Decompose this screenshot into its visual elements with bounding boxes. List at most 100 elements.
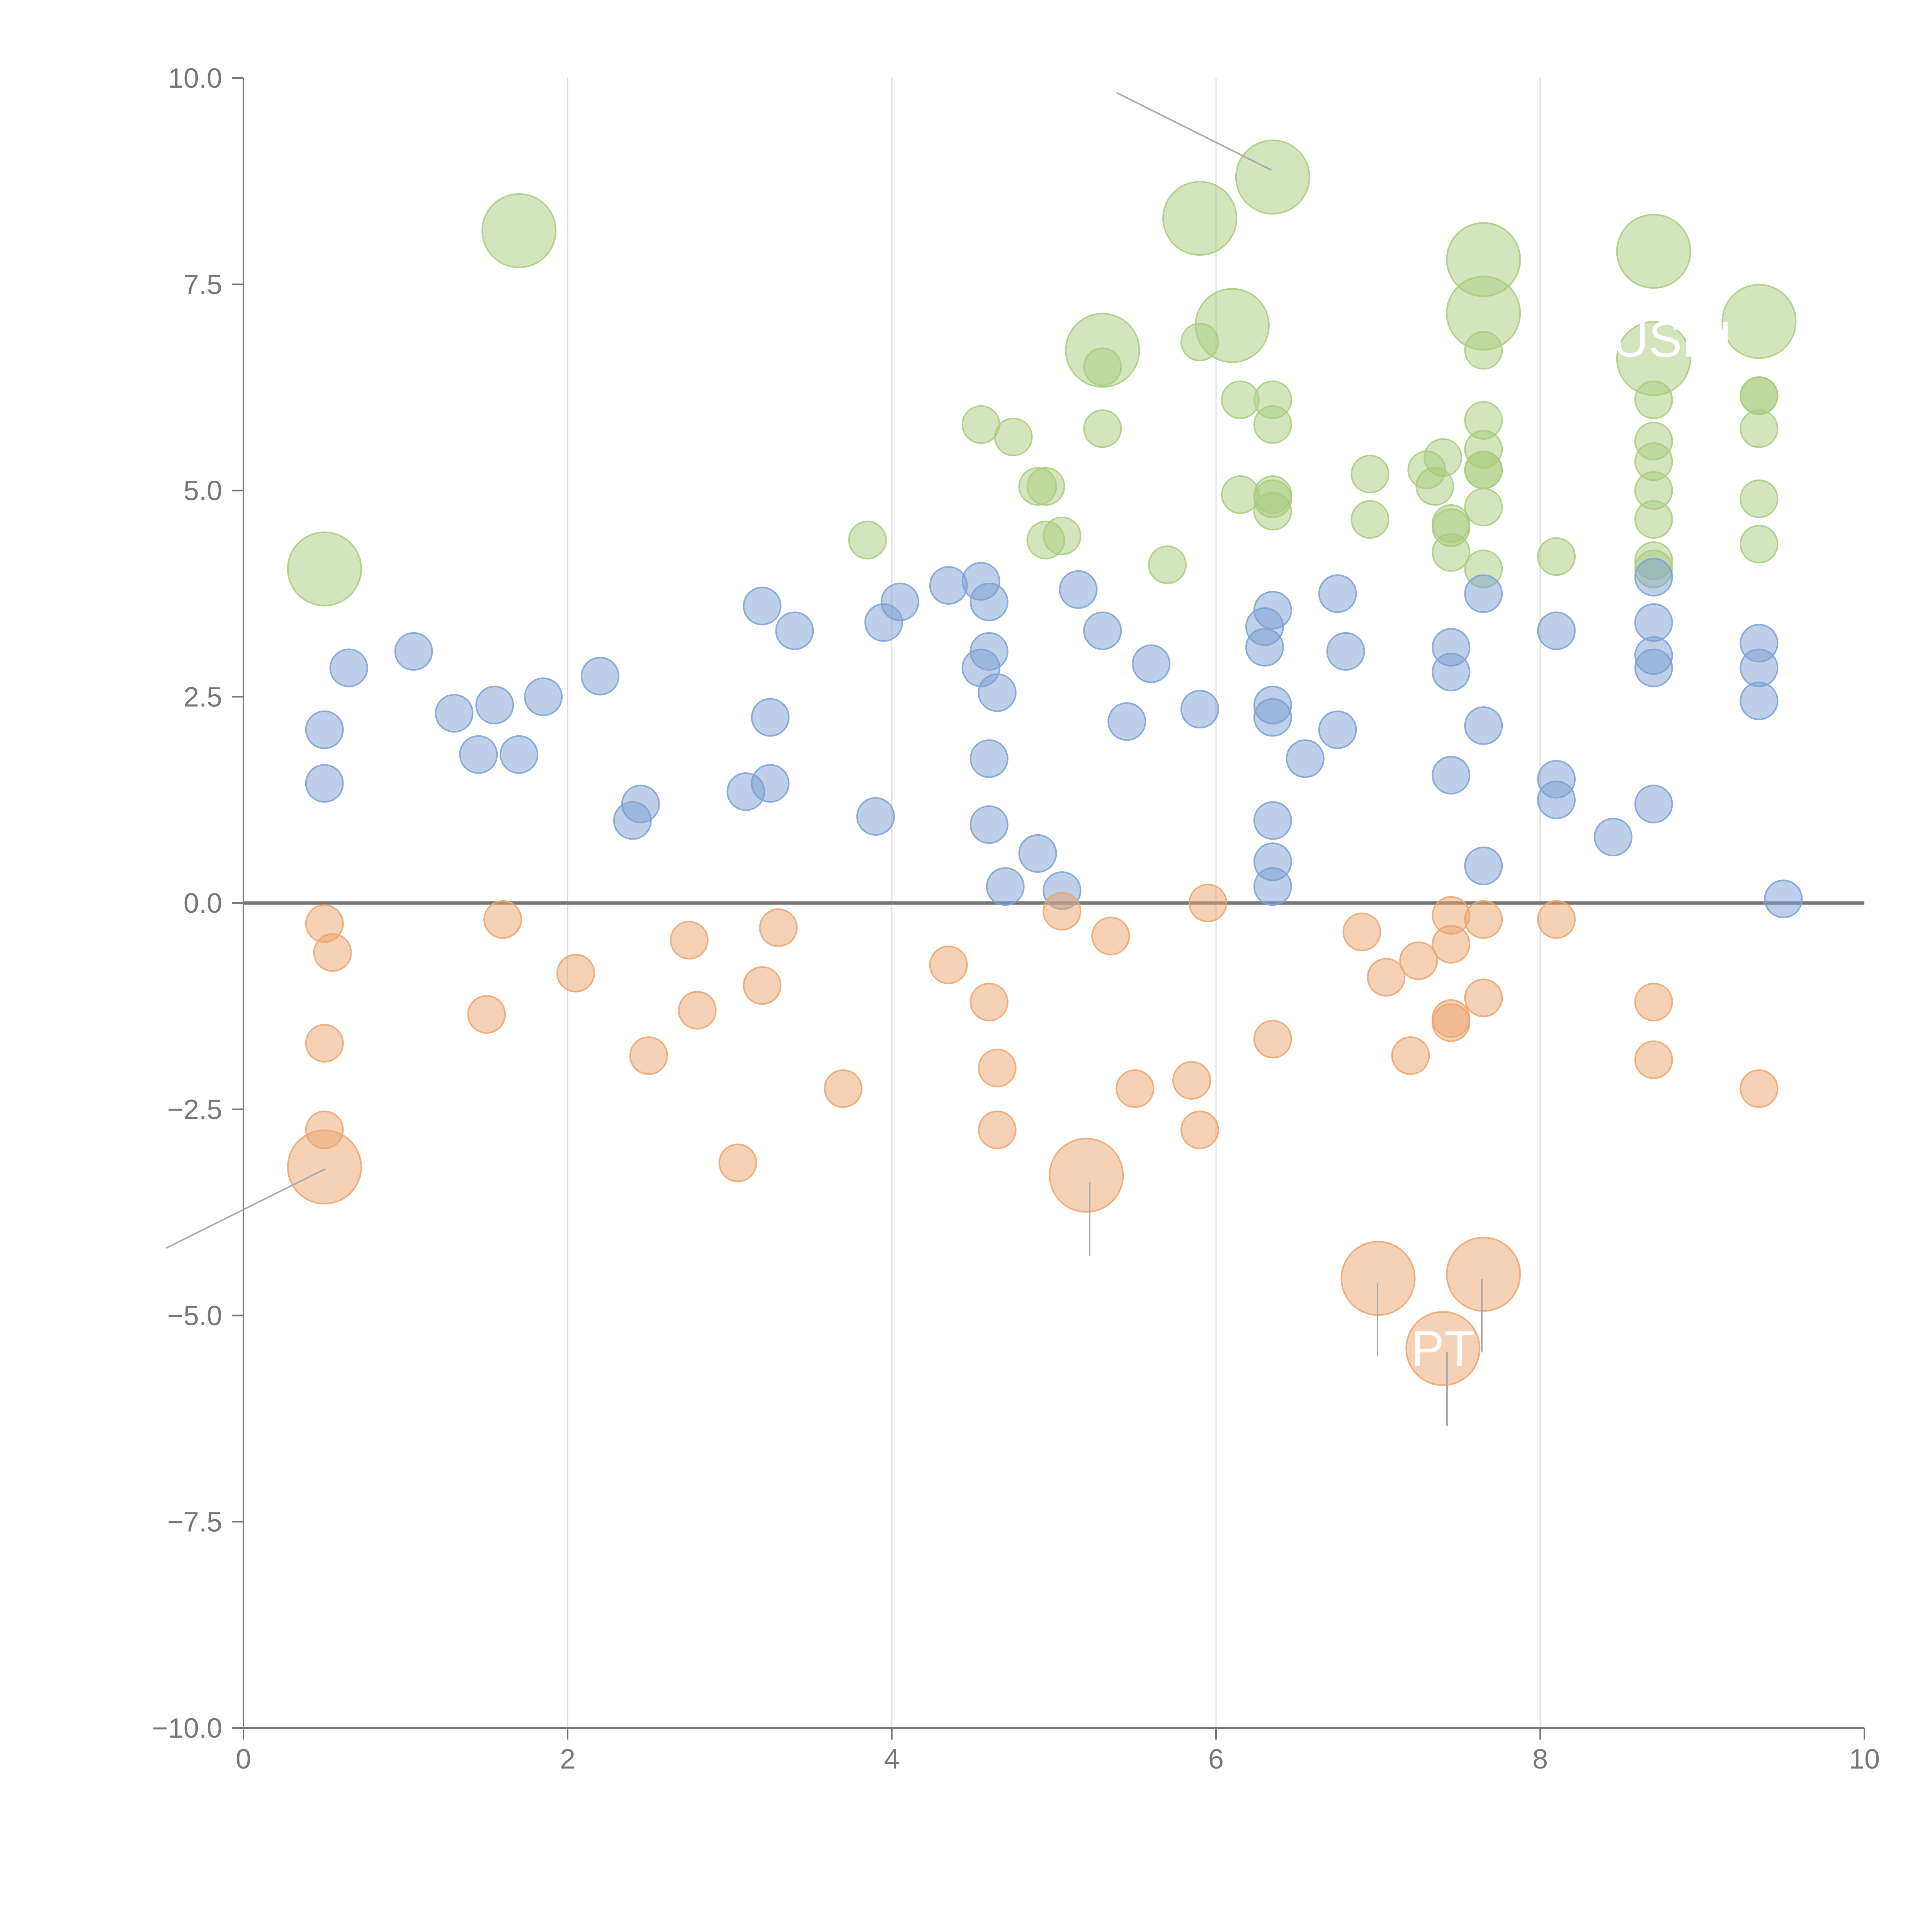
positive-point: [929, 566, 968, 605]
annotation-label: PT: [1411, 1320, 1475, 1377]
positive-point: [1464, 574, 1503, 613]
high-point: [1740, 479, 1779, 518]
positive-point: [775, 611, 814, 650]
positive-point: [1634, 784, 1673, 823]
positive-point: [329, 648, 368, 687]
leader-line: [166, 1168, 326, 1249]
positive-point: [1253, 698, 1292, 737]
high-point: [1221, 475, 1260, 514]
negative-point: [1049, 1138, 1124, 1213]
y-tick-label: −2.5: [167, 1094, 222, 1125]
high-point: [848, 520, 887, 560]
high-point: [1432, 533, 1471, 572]
negative-point: [1432, 925, 1471, 964]
high-point: [1350, 454, 1389, 493]
positive-point: [1634, 603, 1673, 642]
negative-point: [969, 983, 1009, 1022]
x-tick-label: 2: [560, 1744, 575, 1775]
points-layer: [287, 139, 1803, 1386]
negative-point: [978, 1111, 1017, 1150]
positive-point: [1740, 648, 1779, 687]
negative-point: [1446, 1236, 1521, 1312]
negative-point: [1405, 1311, 1481, 1386]
negative-point: [1116, 1069, 1155, 1108]
positive-point: [1594, 818, 1633, 857]
positive-point: [475, 685, 514, 724]
high-point: [1253, 405, 1292, 444]
high-point: [1253, 492, 1292, 531]
negative-point: [1740, 1069, 1779, 1108]
negative-point: [743, 966, 782, 1005]
positive-point: [1083, 611, 1122, 650]
negative-point: [824, 1069, 863, 1108]
high-point: [1350, 500, 1389, 539]
positive-point: [1253, 867, 1292, 906]
high-point: [1235, 139, 1310, 215]
positive-point: [580, 656, 619, 696]
positive-point: [500, 735, 539, 774]
positive-point: [524, 677, 563, 716]
negative-point: [1634, 983, 1673, 1022]
positive-point: [1059, 570, 1098, 609]
positive-point: [751, 698, 790, 737]
high-point: [1740, 376, 1779, 415]
negative-point: [1043, 892, 1082, 931]
negative-point: [483, 900, 522, 939]
positive-point: [1318, 574, 1357, 613]
positive-point: [1432, 756, 1471, 795]
positive-point: [1740, 681, 1779, 720]
negative-point: [629, 1036, 668, 1075]
negative-point: [556, 954, 595, 993]
negative-point: [1634, 1040, 1673, 1079]
positive-point: [969, 805, 1009, 844]
high-point: [1464, 488, 1503, 527]
positive-point: [751, 764, 790, 803]
positive-point: [1537, 781, 1576, 820]
x-tick-label: 4: [884, 1744, 900, 1775]
positive-point: [1634, 648, 1673, 687]
negative-point: [1537, 900, 1576, 939]
positive-point: [1464, 706, 1503, 745]
negative-point: [718, 1143, 757, 1182]
high-point: [1740, 409, 1779, 448]
positive-point: [743, 587, 782, 626]
negative-point: [305, 1024, 344, 1063]
high-point: [1221, 380, 1260, 419]
positive-point: [978, 673, 1017, 712]
negative-point: [1253, 1020, 1292, 1059]
positive-point: [305, 764, 344, 803]
y-tick-label: 10.0: [168, 63, 222, 94]
negative-point: [1367, 958, 1406, 997]
positive-point: [1764, 879, 1803, 918]
negative-point: [1464, 900, 1503, 939]
y-tick-label: 5.0: [184, 476, 222, 507]
negative-point: [313, 933, 352, 972]
negative-point: [1189, 884, 1228, 922]
negative-point: [1399, 941, 1438, 980]
negative-point: [978, 1049, 1017, 1087]
annotation-label: SUSHI: [1579, 311, 1732, 367]
negative-point: [1432, 1003, 1471, 1042]
high-point: [1464, 451, 1503, 490]
high-point: [1616, 214, 1691, 289]
high-point: [1634, 380, 1673, 419]
x-tick-label: 8: [1532, 1744, 1548, 1775]
negative-point: [1342, 912, 1381, 951]
negative-point: [670, 921, 709, 960]
positive-point: [1286, 739, 1325, 778]
positive-point: [435, 694, 474, 733]
negative-point: [467, 995, 506, 1034]
negative-point: [1464, 978, 1503, 1017]
axis-layer: 0 2 4 6 8 10 −10.0 −7.5 −5.0 −2.5 0.0 2.5 5.0 7.5 10.0: [152, 63, 1880, 1775]
positive-point: [969, 582, 1009, 621]
positive-point: [1318, 710, 1357, 749]
high-point: [1180, 323, 1219, 362]
y-tick-label: 2.5: [184, 682, 222, 713]
negative-point: [929, 946, 968, 985]
positive-point: [1432, 653, 1471, 692]
positive-point: [1326, 632, 1365, 671]
positive-point: [1634, 558, 1673, 597]
high-point: [1148, 545, 1187, 584]
positive-point: [986, 867, 1025, 906]
positive-point: [1180, 690, 1219, 729]
